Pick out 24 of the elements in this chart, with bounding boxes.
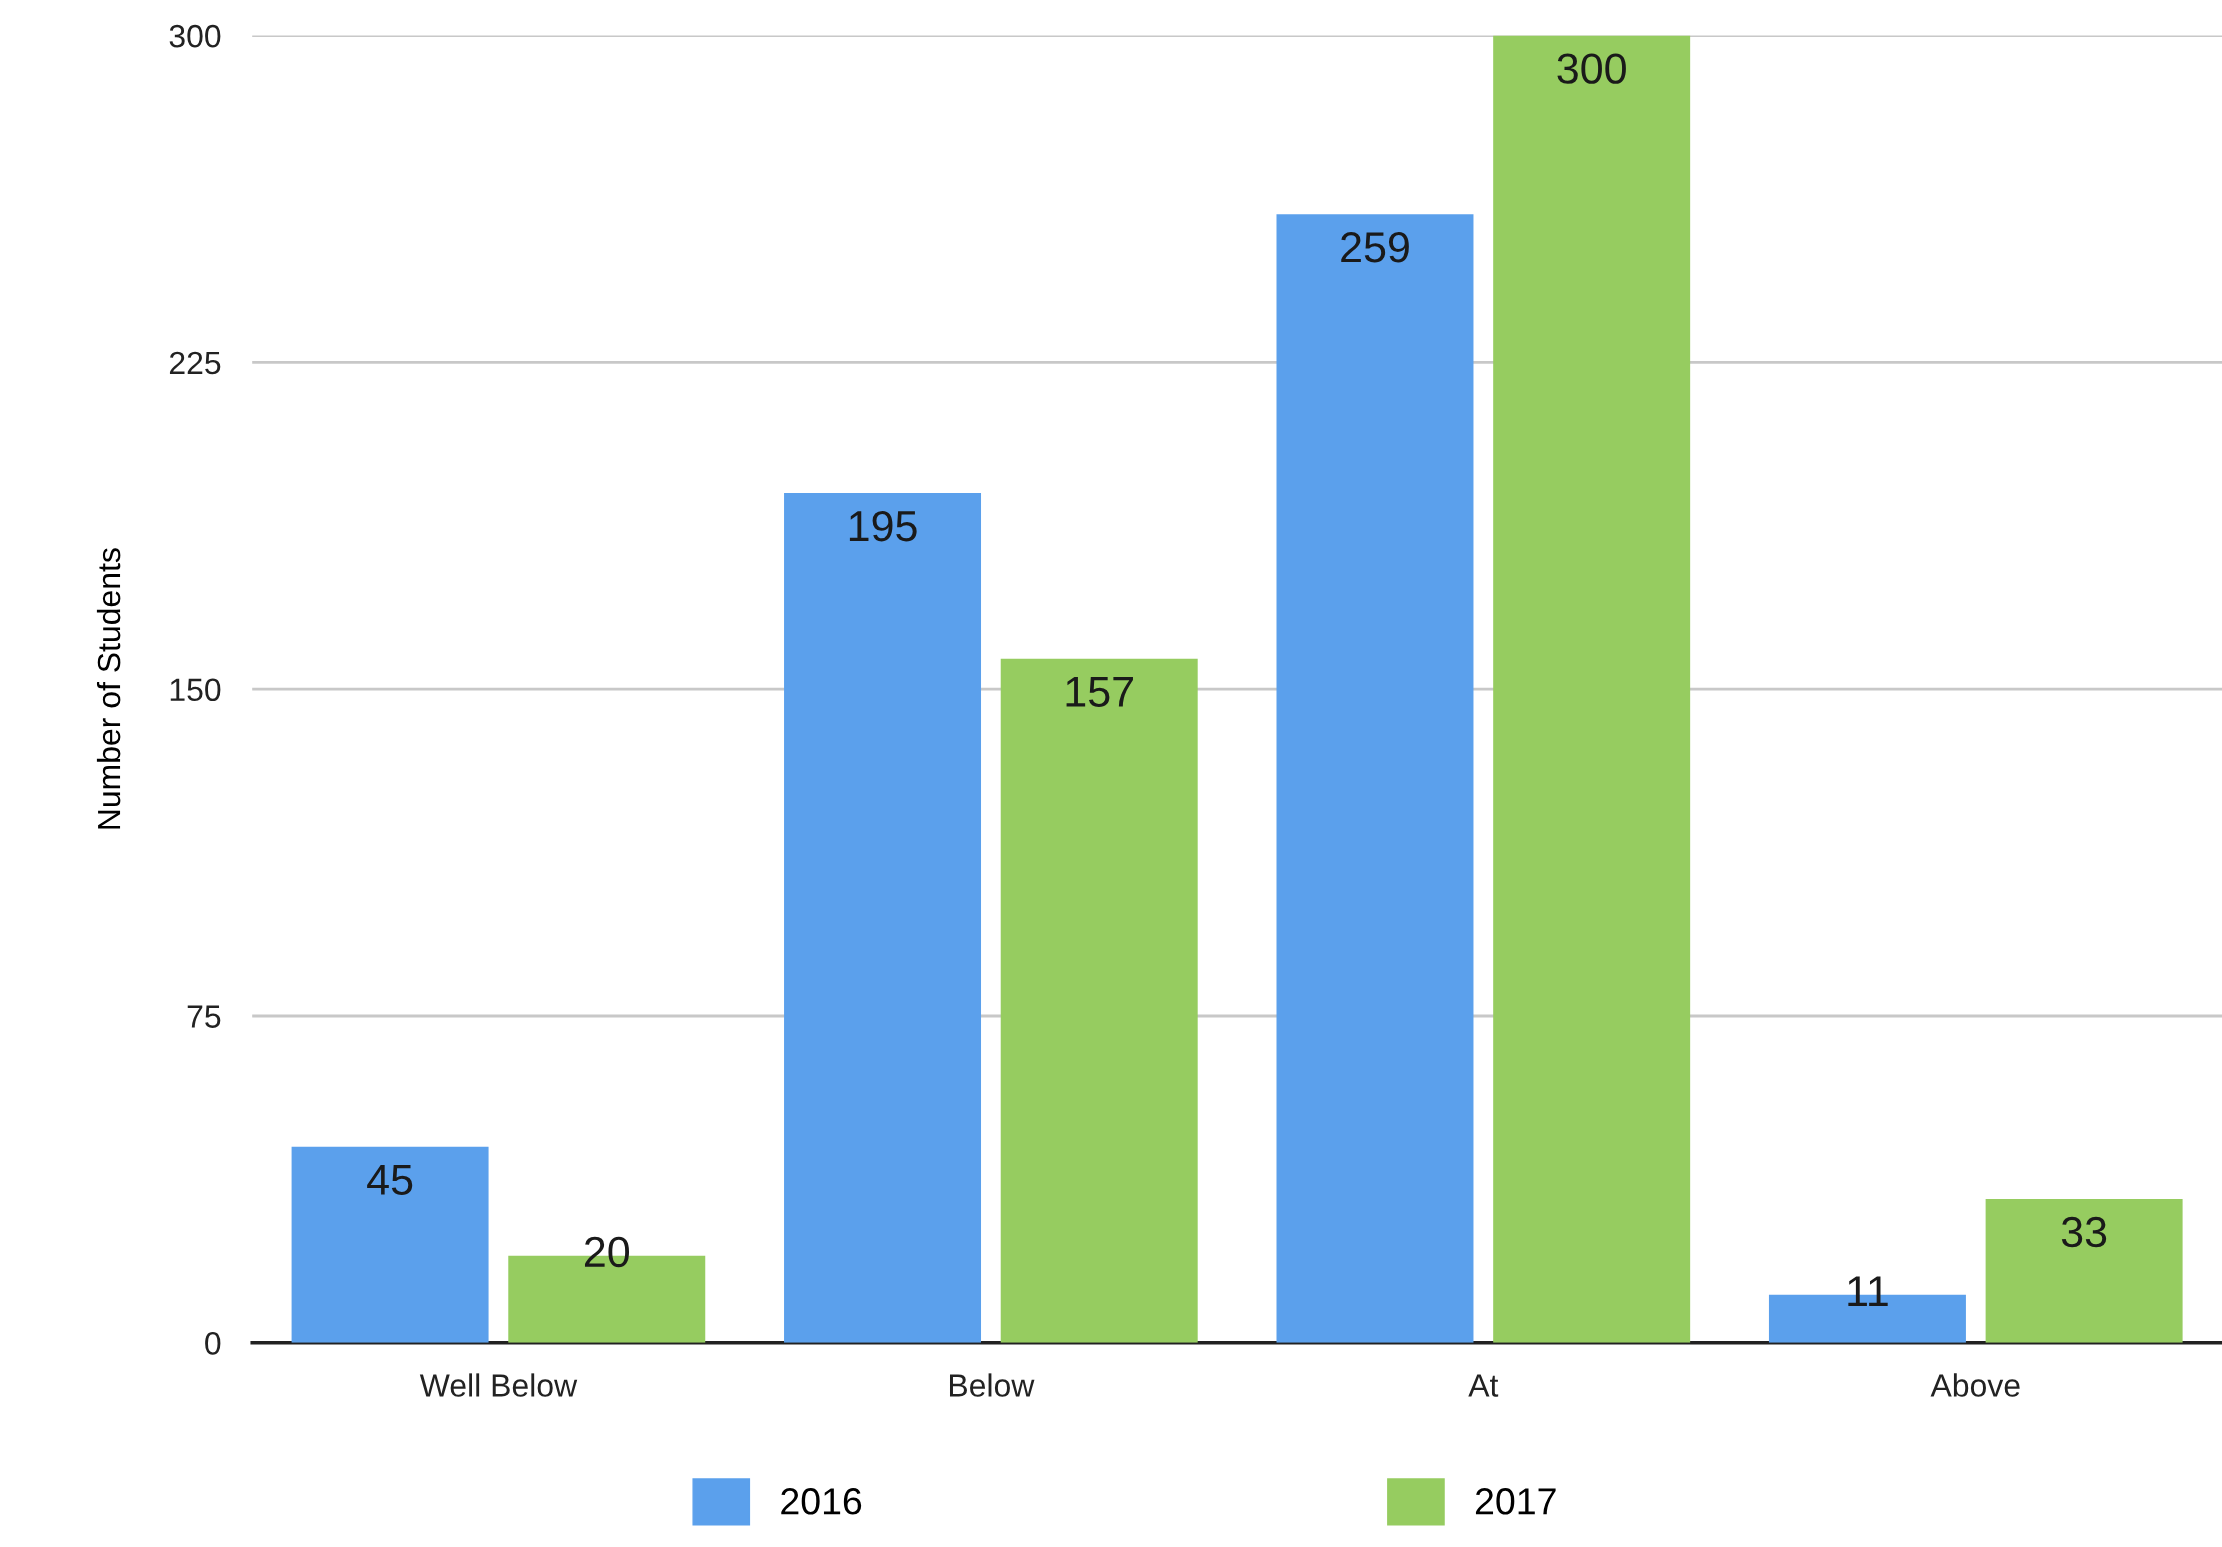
data-label: 259 (1341, 232, 1409, 263)
data-label: 300 (1557, 53, 1626, 84)
x-tick-label: Above (1930, 1373, 2020, 1397)
bar (1985, 1199, 2183, 1343)
y-axis-title: Number of Students (96, 548, 121, 829)
data-label: 33 (2061, 1216, 2107, 1248)
x-tick-label: Below (949, 1373, 1035, 1397)
bar (291, 1146, 489, 1343)
legend-label: 2016 (781, 1488, 862, 1515)
data-label: 45 (367, 1164, 413, 1196)
x-tick-label: Well Below (419, 1373, 578, 1397)
bar (1493, 35, 1691, 1343)
legend-label: 2017 (1475, 1488, 1556, 1515)
y-tick-label: 75 (187, 1005, 221, 1028)
bar (784, 493, 982, 1343)
bar (1276, 214, 1474, 1343)
y-tick-label: 0 (205, 1332, 221, 1355)
x-tick-label: At (1468, 1374, 1499, 1397)
y-tick-label: 150 (170, 678, 221, 702)
y-tick-label: 225 (169, 351, 221, 375)
bar (1000, 658, 1198, 1343)
data-label: 195 (849, 510, 917, 542)
data-label: 157 (1066, 676, 1133, 707)
y-tick-label: 300 (169, 24, 221, 48)
